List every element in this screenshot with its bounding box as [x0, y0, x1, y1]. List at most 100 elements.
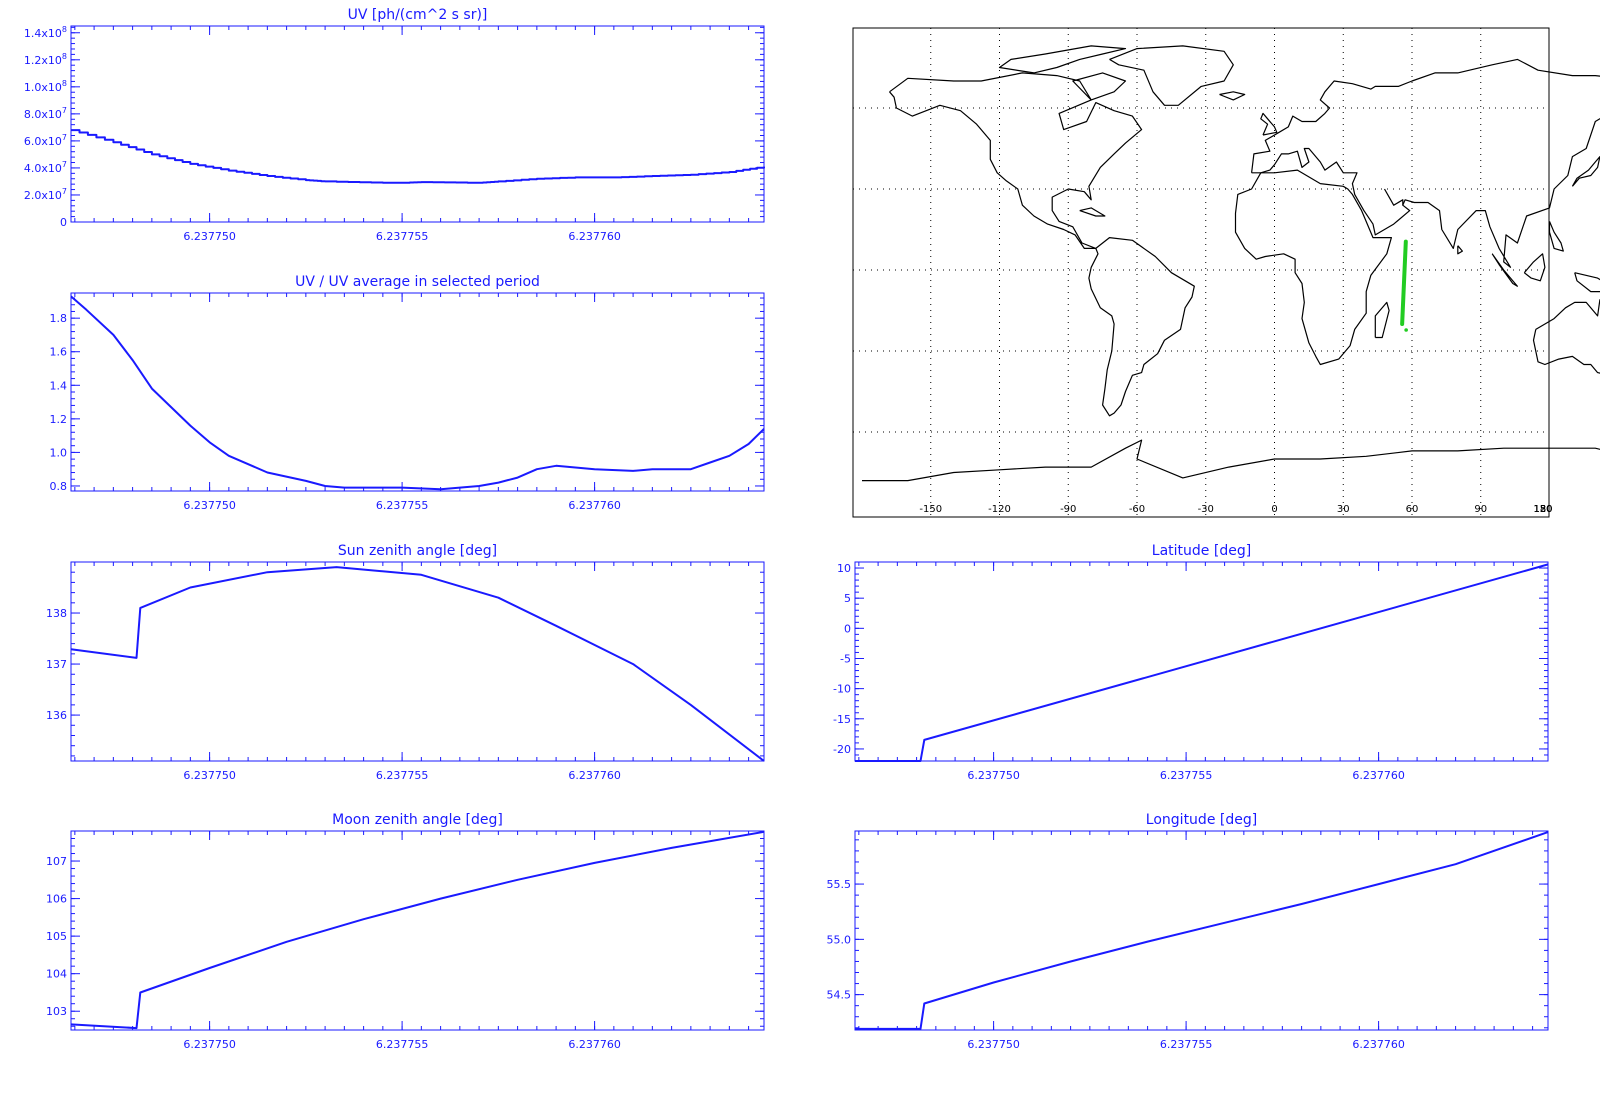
0-tick-label: 1.4x108: [24, 25, 67, 40]
coastline-eurasia: [1251, 58, 1600, 268]
coastline-sri-lanka: [1457, 245, 1463, 255]
x-tick-label: 6.237750: [967, 769, 1020, 782]
1-tick-label: 1.8: [50, 312, 68, 325]
4-tick-label: 104: [46, 968, 67, 981]
x-tick-label: 6.237760: [1352, 769, 1405, 782]
coastline-baffin: [1072, 72, 1127, 101]
coastline-japan: [1571, 156, 1600, 187]
0-tick-label: 1.2x108: [24, 52, 67, 67]
x-tick-label: 6.237755: [376, 769, 429, 782]
coastline-arabia-gulf: [1383, 188, 1404, 206]
series-line-latitude: [855, 563, 1549, 762]
1-tick-label: 1.2: [50, 413, 68, 426]
coastline-antarctica: [862, 439, 1600, 482]
x-tick-label: 6.237760: [568, 499, 621, 512]
chart-title: Latitude [deg]: [1152, 543, 1251, 559]
x-tick-label: 6.237750: [183, 1038, 236, 1051]
coastline-africa: [1234, 169, 1392, 366]
x-tick-label: 6.237755: [1160, 769, 1213, 782]
coastline-cuba: [1079, 207, 1106, 217]
3-tick-label: 0: [844, 622, 851, 635]
chart-uv: UV [ph/(cm^2 s sr)] 6.237750 6.237755 6.237…: [24, 7, 765, 243]
x-tick-label: 6.237760: [568, 769, 621, 782]
x-tick-label: 6.237755: [1160, 1038, 1213, 1051]
x-tick-label: 6.237755: [376, 230, 429, 243]
1-tick-label: 1.4: [50, 379, 68, 392]
chart-title: Moon zenith angle [deg]: [332, 812, 503, 828]
coastline-borneo: [1523, 253, 1546, 282]
map-lon-label: 90: [1474, 504, 1487, 515]
series-line-uv: [71, 129, 765, 184]
3-tick-label: -20: [833, 743, 851, 756]
3-tick-label: 5: [844, 592, 851, 605]
3-tick-label: -15: [833, 713, 851, 726]
chart-uv-ratio: UV / UV average in selected period 6.2377…: [50, 274, 765, 512]
4-tick-label: 107: [46, 855, 67, 868]
plot-frame: [70, 292, 765, 492]
plot-frame: [70, 561, 765, 762]
2-tick-label: 138: [46, 607, 67, 620]
map-frame: [852, 27, 1550, 518]
x-tick-label: 6.237750: [183, 230, 236, 243]
ground-track: [1400, 239, 1408, 326]
coastline-canadian-islands: [998, 45, 1127, 74]
map-lon-label: 60: [1406, 504, 1419, 515]
x-tick-label: 6.237760: [568, 230, 621, 243]
x-tick-label: 6.237750: [183, 499, 236, 512]
plot-frame: [854, 561, 1549, 762]
x-tick-label: 6.237750: [183, 769, 236, 782]
0-tick-label: 2.0x107: [24, 187, 67, 202]
2-tick-label: 136: [46, 709, 67, 722]
chart-longitude: Longitude [deg] 6.237750 6.237755 6.237760 5…: [827, 812, 1549, 1051]
series-line-uv-ratio: [70, 295, 765, 491]
5-tick-label: 55.0: [827, 933, 852, 946]
coastline-iceland: [1219, 91, 1246, 101]
4-tick-label: 103: [46, 1005, 67, 1018]
2-tick-label: 137: [46, 658, 67, 671]
plot-frame: [854, 830, 1549, 1031]
0-tick-label: 1.0x108: [24, 79, 67, 94]
3-tick-label: -5: [840, 652, 851, 665]
map-lon-label: 0: [1271, 504, 1277, 515]
series-line-longitude: [855, 831, 1549, 1030]
coastline-sumatra: [1491, 253, 1518, 287]
map-lon-label: -120: [988, 504, 1011, 515]
coastline-south-america: [1088, 237, 1195, 417]
1-tick-label: 0.8: [50, 480, 68, 493]
coastline-north-america: [889, 72, 1143, 249]
0-tick-label: 4.0x107: [24, 160, 67, 175]
x-tick-label: 6.237755: [376, 499, 429, 512]
chart-title: UV / UV average in selected period: [295, 274, 540, 290]
map-lon-label: -150: [919, 504, 942, 515]
map-lon-label: 120: [1533, 504, 1552, 515]
0-tick-label: 8.0x107: [24, 106, 67, 121]
0-tick-label: 0: [60, 216, 67, 229]
x-tick-label: 6.237760: [568, 1038, 621, 1051]
map-lon-label: 150: [1533, 504, 1552, 515]
chart-moon-zenith: Moon zenith angle [deg] 6.237750 6.237755 6…: [46, 812, 765, 1051]
map-lon-label: -90: [1060, 504, 1076, 515]
5-tick-label: 55.5: [827, 878, 852, 891]
plot-frame: [70, 830, 765, 1031]
4-tick-label: 106: [46, 893, 67, 906]
1-tick-label: 1.0: [50, 446, 68, 459]
chart-latitude: Latitude [deg] 6.237750 6.237755 6.237760 -2…: [833, 543, 1549, 782]
plot-layer: UV [ph/(cm^2 s sr)] 6.237750 6.237755 6.237…: [24, 7, 1549, 1051]
ground-track-point: [1404, 328, 1408, 332]
x-tick-label: 6.237755: [376, 1038, 429, 1051]
series-line-moon-zenith: [70, 830, 765, 1030]
4-tick-label: 105: [46, 930, 67, 943]
map-lon-label: -60: [1129, 504, 1145, 515]
map-lon-label: 30: [1337, 504, 1350, 515]
x-tick-label: 6.237750: [967, 1038, 1020, 1051]
coastline-uk: [1260, 112, 1278, 136]
map-lon-label: -30: [1198, 504, 1214, 515]
chart-title: Longitude [deg]: [1146, 812, 1257, 828]
coastline-madagascar: [1374, 301, 1390, 339]
series-line-sun-zenith: [70, 566, 765, 762]
coastline-australia: [1532, 299, 1600, 374]
3-tick-label: 10: [837, 562, 851, 575]
chart-title: UV [ph/(cm^2 s sr)]: [348, 7, 488, 23]
